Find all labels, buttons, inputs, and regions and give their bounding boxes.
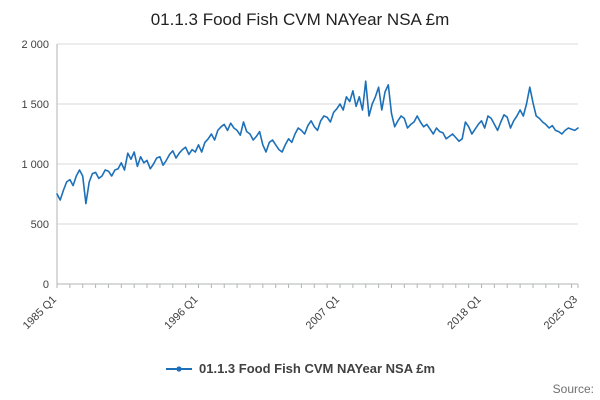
svg-text:1985 Q1: 1985 Q1 [21, 294, 59, 332]
legend-line-marker [166, 365, 192, 372]
source-label: Source: [552, 382, 594, 396]
svg-text:0: 0 [43, 279, 49, 291]
svg-text:2 000: 2 000 [21, 39, 49, 51]
svg-text:1 000: 1 000 [21, 159, 49, 171]
svg-text:500: 500 [31, 219, 49, 231]
svg-text:2018 Q1: 2018 Q1 [445, 294, 483, 332]
svg-text:2007 Q1: 2007 Q1 [304, 294, 342, 332]
chart-title: 01.1.3 Food Fish CVM NAYear NSA £m [150, 10, 450, 29]
legend-label: 01.1.3 Food Fish CVM NAYear NSA £m [199, 361, 435, 376]
svg-text:2025 Q3: 2025 Q3 [542, 294, 580, 332]
line-chart: 0 500 1 000 1 500 2 000 1985 Q1 1996 Q1 2007 Q1… [21, 39, 580, 332]
legend[interactable]: 01.1.3 Food Fish CVM NAYear NSA £m [0, 361, 600, 376]
svg-text:1996 Q1: 1996 Q1 [162, 294, 200, 332]
svg-text:1 500: 1 500 [21, 99, 49, 111]
